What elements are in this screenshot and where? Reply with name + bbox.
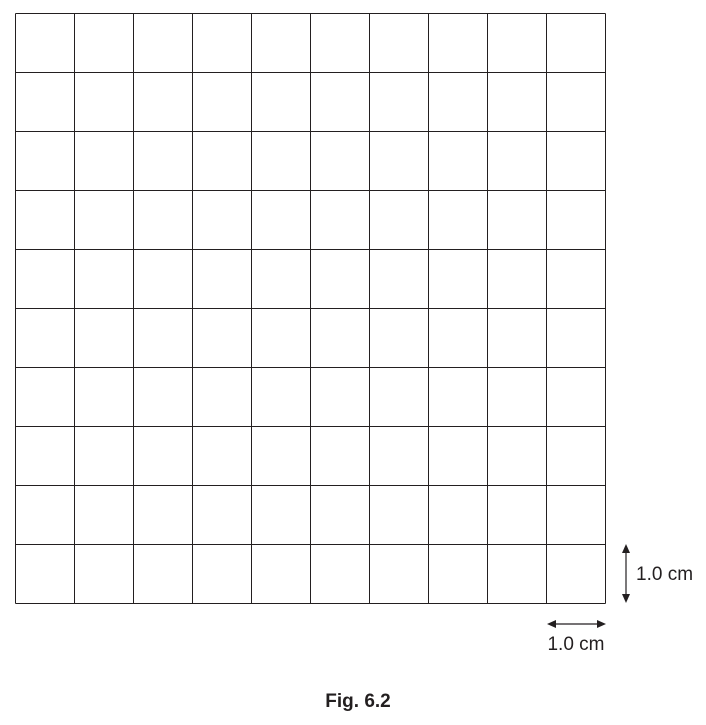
arrow-right-icon xyxy=(597,620,606,628)
vertical-scale-indicator: 1.0 cm xyxy=(622,544,693,603)
horizontal-scale-indicator: 1.0 cm xyxy=(547,620,606,655)
arrow-left-icon xyxy=(547,620,556,628)
figure-caption: Fig. 6.2 xyxy=(325,691,391,712)
horizontal-scale-label: 1.0 cm xyxy=(547,634,604,655)
square-grid xyxy=(15,13,606,604)
arrow-up-icon xyxy=(622,544,630,553)
vertical-scale-label: 1.0 cm xyxy=(636,564,693,585)
arrow-down-icon xyxy=(622,594,630,603)
